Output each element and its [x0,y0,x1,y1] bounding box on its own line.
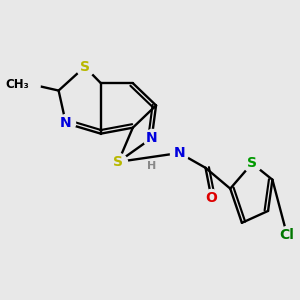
Text: CH₃: CH₃ [6,78,29,91]
Text: S: S [113,155,123,169]
Text: O: O [206,190,217,205]
Text: S: S [247,156,257,170]
Text: N: N [173,146,185,160]
Text: H: H [147,161,156,171]
Text: N: N [146,131,158,145]
Text: N: N [60,116,72,130]
Text: S: S [80,60,90,74]
Text: Cl: Cl [280,228,294,242]
